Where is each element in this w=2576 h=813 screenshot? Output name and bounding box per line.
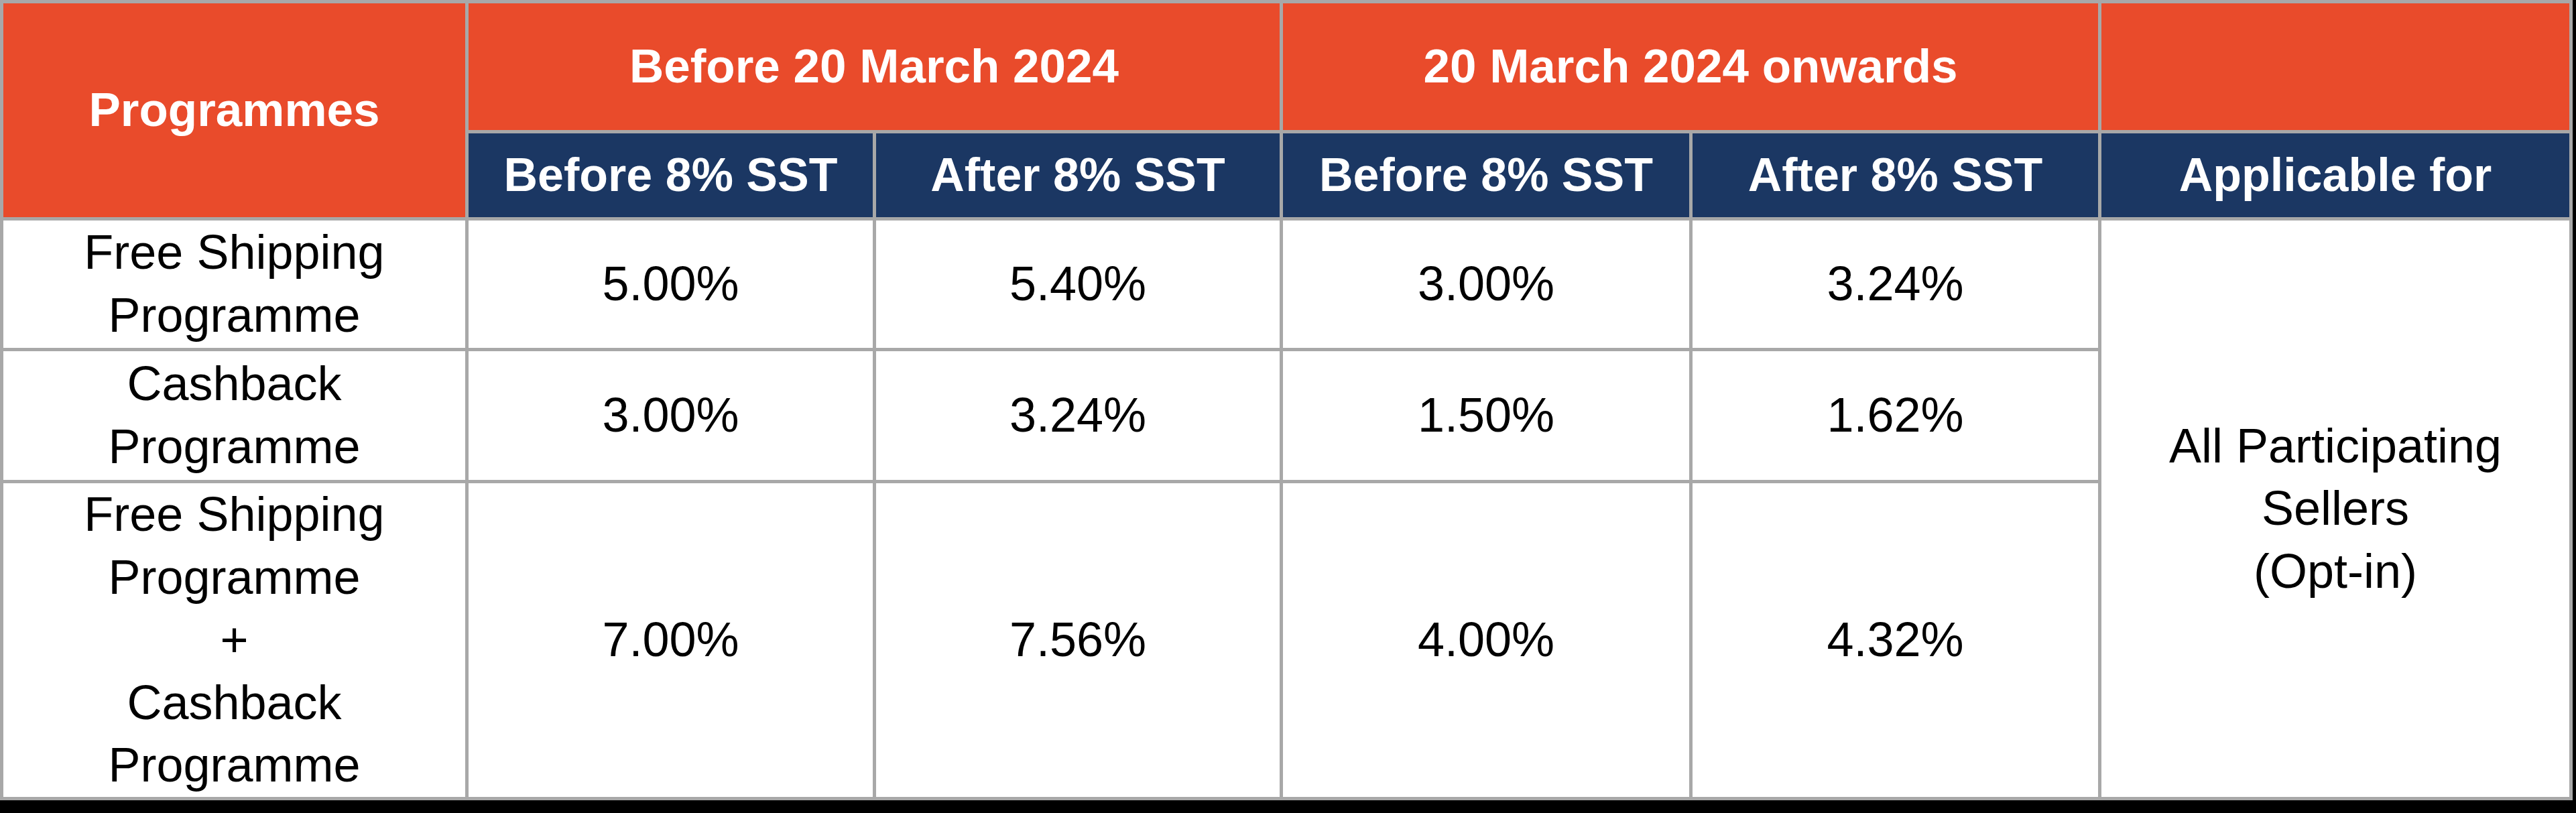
- before-sst-subheader-period1: Before 8% SST: [467, 132, 875, 219]
- rate-cell: 1.50%: [1282, 350, 1691, 482]
- sst-commission-rate-table: Programmes Before 20 March 2024 20 March…: [0, 0, 2573, 800]
- rate-cell: 7.00%: [467, 482, 875, 799]
- before-sst-subheader-period2: Before 8% SST: [1282, 132, 1691, 219]
- rate-cell: 1.62%: [1691, 350, 2100, 482]
- applicable-for-header-cell: Applicable for: [2100, 132, 2571, 219]
- programme-name-cell: Cashback Programme: [2, 350, 467, 482]
- empty-corner-header-cell: [2100, 2, 2571, 132]
- before-20-march-2024-group-header: Before 20 March 2024: [467, 2, 1282, 132]
- rate-cell: 7.56%: [875, 482, 1282, 799]
- after-sst-subheader-period1: After 8% SST: [875, 132, 1282, 219]
- rate-cell: 4.00%: [1282, 482, 1691, 799]
- page-background: Programmes Before 20 March 2024 20 March…: [0, 0, 2576, 813]
- rate-cell: 4.32%: [1691, 482, 2100, 799]
- group-header-row: Programmes Before 20 March 2024 20 March…: [2, 2, 2571, 132]
- rate-cell: 5.00%: [467, 219, 875, 350]
- programme-name-cell: Free Shipping Programme: [2, 219, 467, 350]
- table-row: Free Shipping Programme 5.00% 5.40% 3.00…: [2, 219, 2571, 350]
- rate-cell: 3.24%: [1691, 219, 2100, 350]
- programme-name-cell: Free Shipping Programme + Cashback Progr…: [2, 482, 467, 799]
- programmes-header-cell: Programmes: [2, 2, 467, 219]
- after-sst-subheader-period2: After 8% SST: [1691, 132, 2100, 219]
- rate-cell: 3.24%: [875, 350, 1282, 482]
- rate-cell: 3.00%: [467, 350, 875, 482]
- 20-march-2024-onwards-group-header: 20 March 2024 onwards: [1282, 2, 2100, 132]
- rate-cell: 3.00%: [1282, 219, 1691, 350]
- rate-cell: 5.40%: [875, 219, 1282, 350]
- applicable-for-value-cell: All Participating Sellers (Opt-in): [2100, 219, 2571, 799]
